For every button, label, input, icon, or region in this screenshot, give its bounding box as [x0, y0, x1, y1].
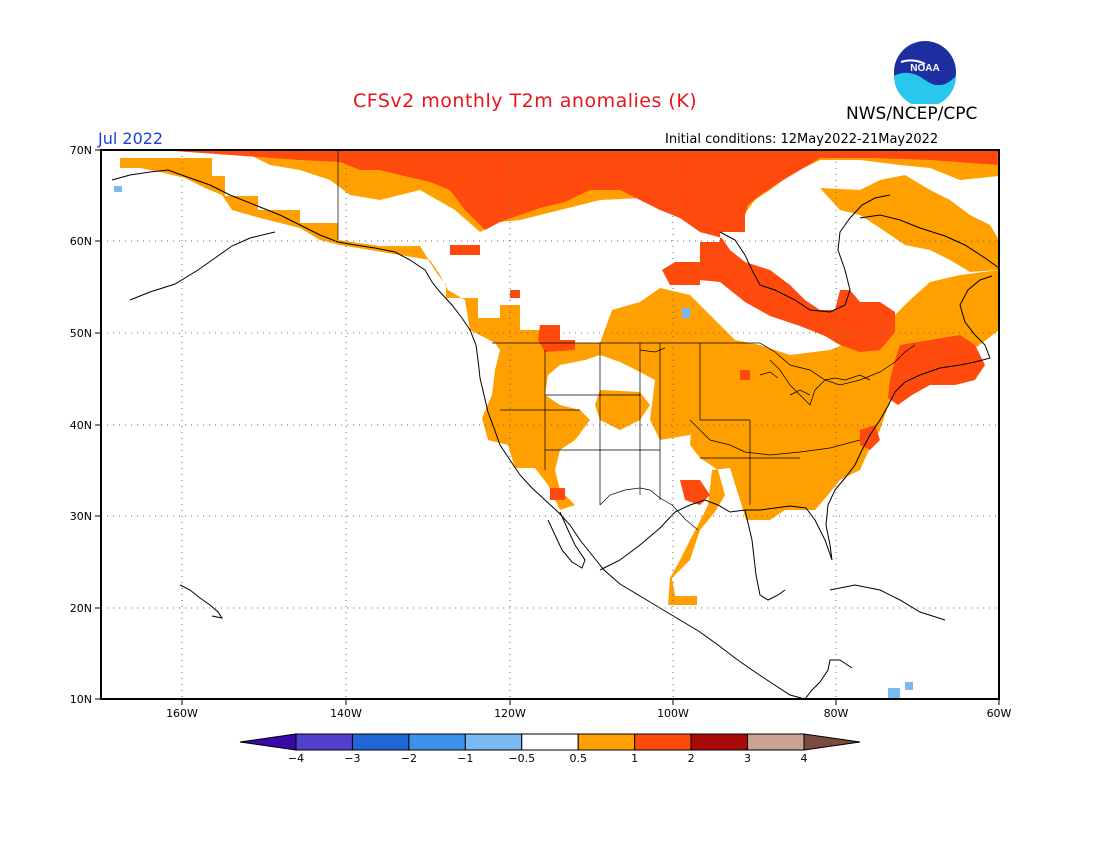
colorbar-tick-label: −2 — [401, 752, 417, 765]
anomaly-region-orange — [120, 150, 999, 605]
lat-label: 10N — [70, 693, 92, 706]
colorbar: −4 −3 −2 −1 −0.5 0.5 1 2 3 4 — [239, 733, 861, 765]
lat-label: 40N — [70, 419, 92, 432]
colorbar-tick-label: 1 — [631, 752, 638, 765]
latitude-axis — [95, 149, 101, 700]
lon-label: 80W — [824, 707, 849, 720]
political-borders — [337, 150, 916, 531]
noaa-logo: NOAA — [894, 41, 956, 104]
colorbar-tick-label: −3 — [344, 752, 360, 765]
lon-label: 100W — [657, 707, 689, 720]
lat-label: 60N — [70, 235, 92, 248]
colorbar-swatch — [464, 733, 523, 751]
anomaly-region-orange-east — [595, 175, 999, 462]
longitude-axis — [181, 699, 1000, 705]
agency-label: NWS/NCEP/CPC — [846, 104, 978, 124]
colorbar-tick-label: 3 — [744, 752, 751, 765]
colorbar-swatch — [521, 733, 579, 751]
lat-label: 70N — [70, 144, 92, 157]
colorbar-tick-label: 2 — [688, 752, 695, 765]
colorbar-extend-high — [803, 733, 861, 751]
lon-label: 160W — [166, 707, 198, 720]
colorbar-extend-low — [239, 733, 297, 751]
colorbar-swatch — [747, 733, 805, 751]
lon-label: 140W — [330, 707, 362, 720]
colorbar-swatch — [408, 733, 466, 751]
colorbar-swatch — [577, 733, 636, 751]
lon-label: 60W — [987, 707, 1012, 720]
initial-conditions: Initial conditions: 12May2022-21May2022 — [665, 132, 939, 147]
colorbar-swatch — [634, 733, 692, 751]
colorbar-tick-label: 4 — [801, 752, 808, 765]
colorbar-swatch — [295, 733, 353, 751]
colorbar-tick-label: −1 — [457, 752, 473, 765]
lon-label: 120W — [494, 707, 526, 720]
svg-text:NOAA: NOAA — [910, 63, 939, 74]
colorbar-swatch — [351, 733, 410, 751]
forecast-month: Jul 2022 — [98, 129, 164, 148]
lat-label: 50N — [70, 327, 92, 340]
page-title: CFSv2 monthly T2m anomalies (K) — [353, 90, 698, 112]
colorbar-tick-label: 0.5 — [569, 752, 587, 765]
lat-label: 30N — [70, 510, 92, 523]
lat-label: 20N — [70, 602, 92, 615]
colorbar-swatch — [690, 733, 749, 751]
colorbar-tick-label: −4 — [288, 752, 304, 765]
colorbar-tick-label: −0.5 — [508, 752, 535, 765]
anomaly-region-red — [160, 150, 999, 505]
